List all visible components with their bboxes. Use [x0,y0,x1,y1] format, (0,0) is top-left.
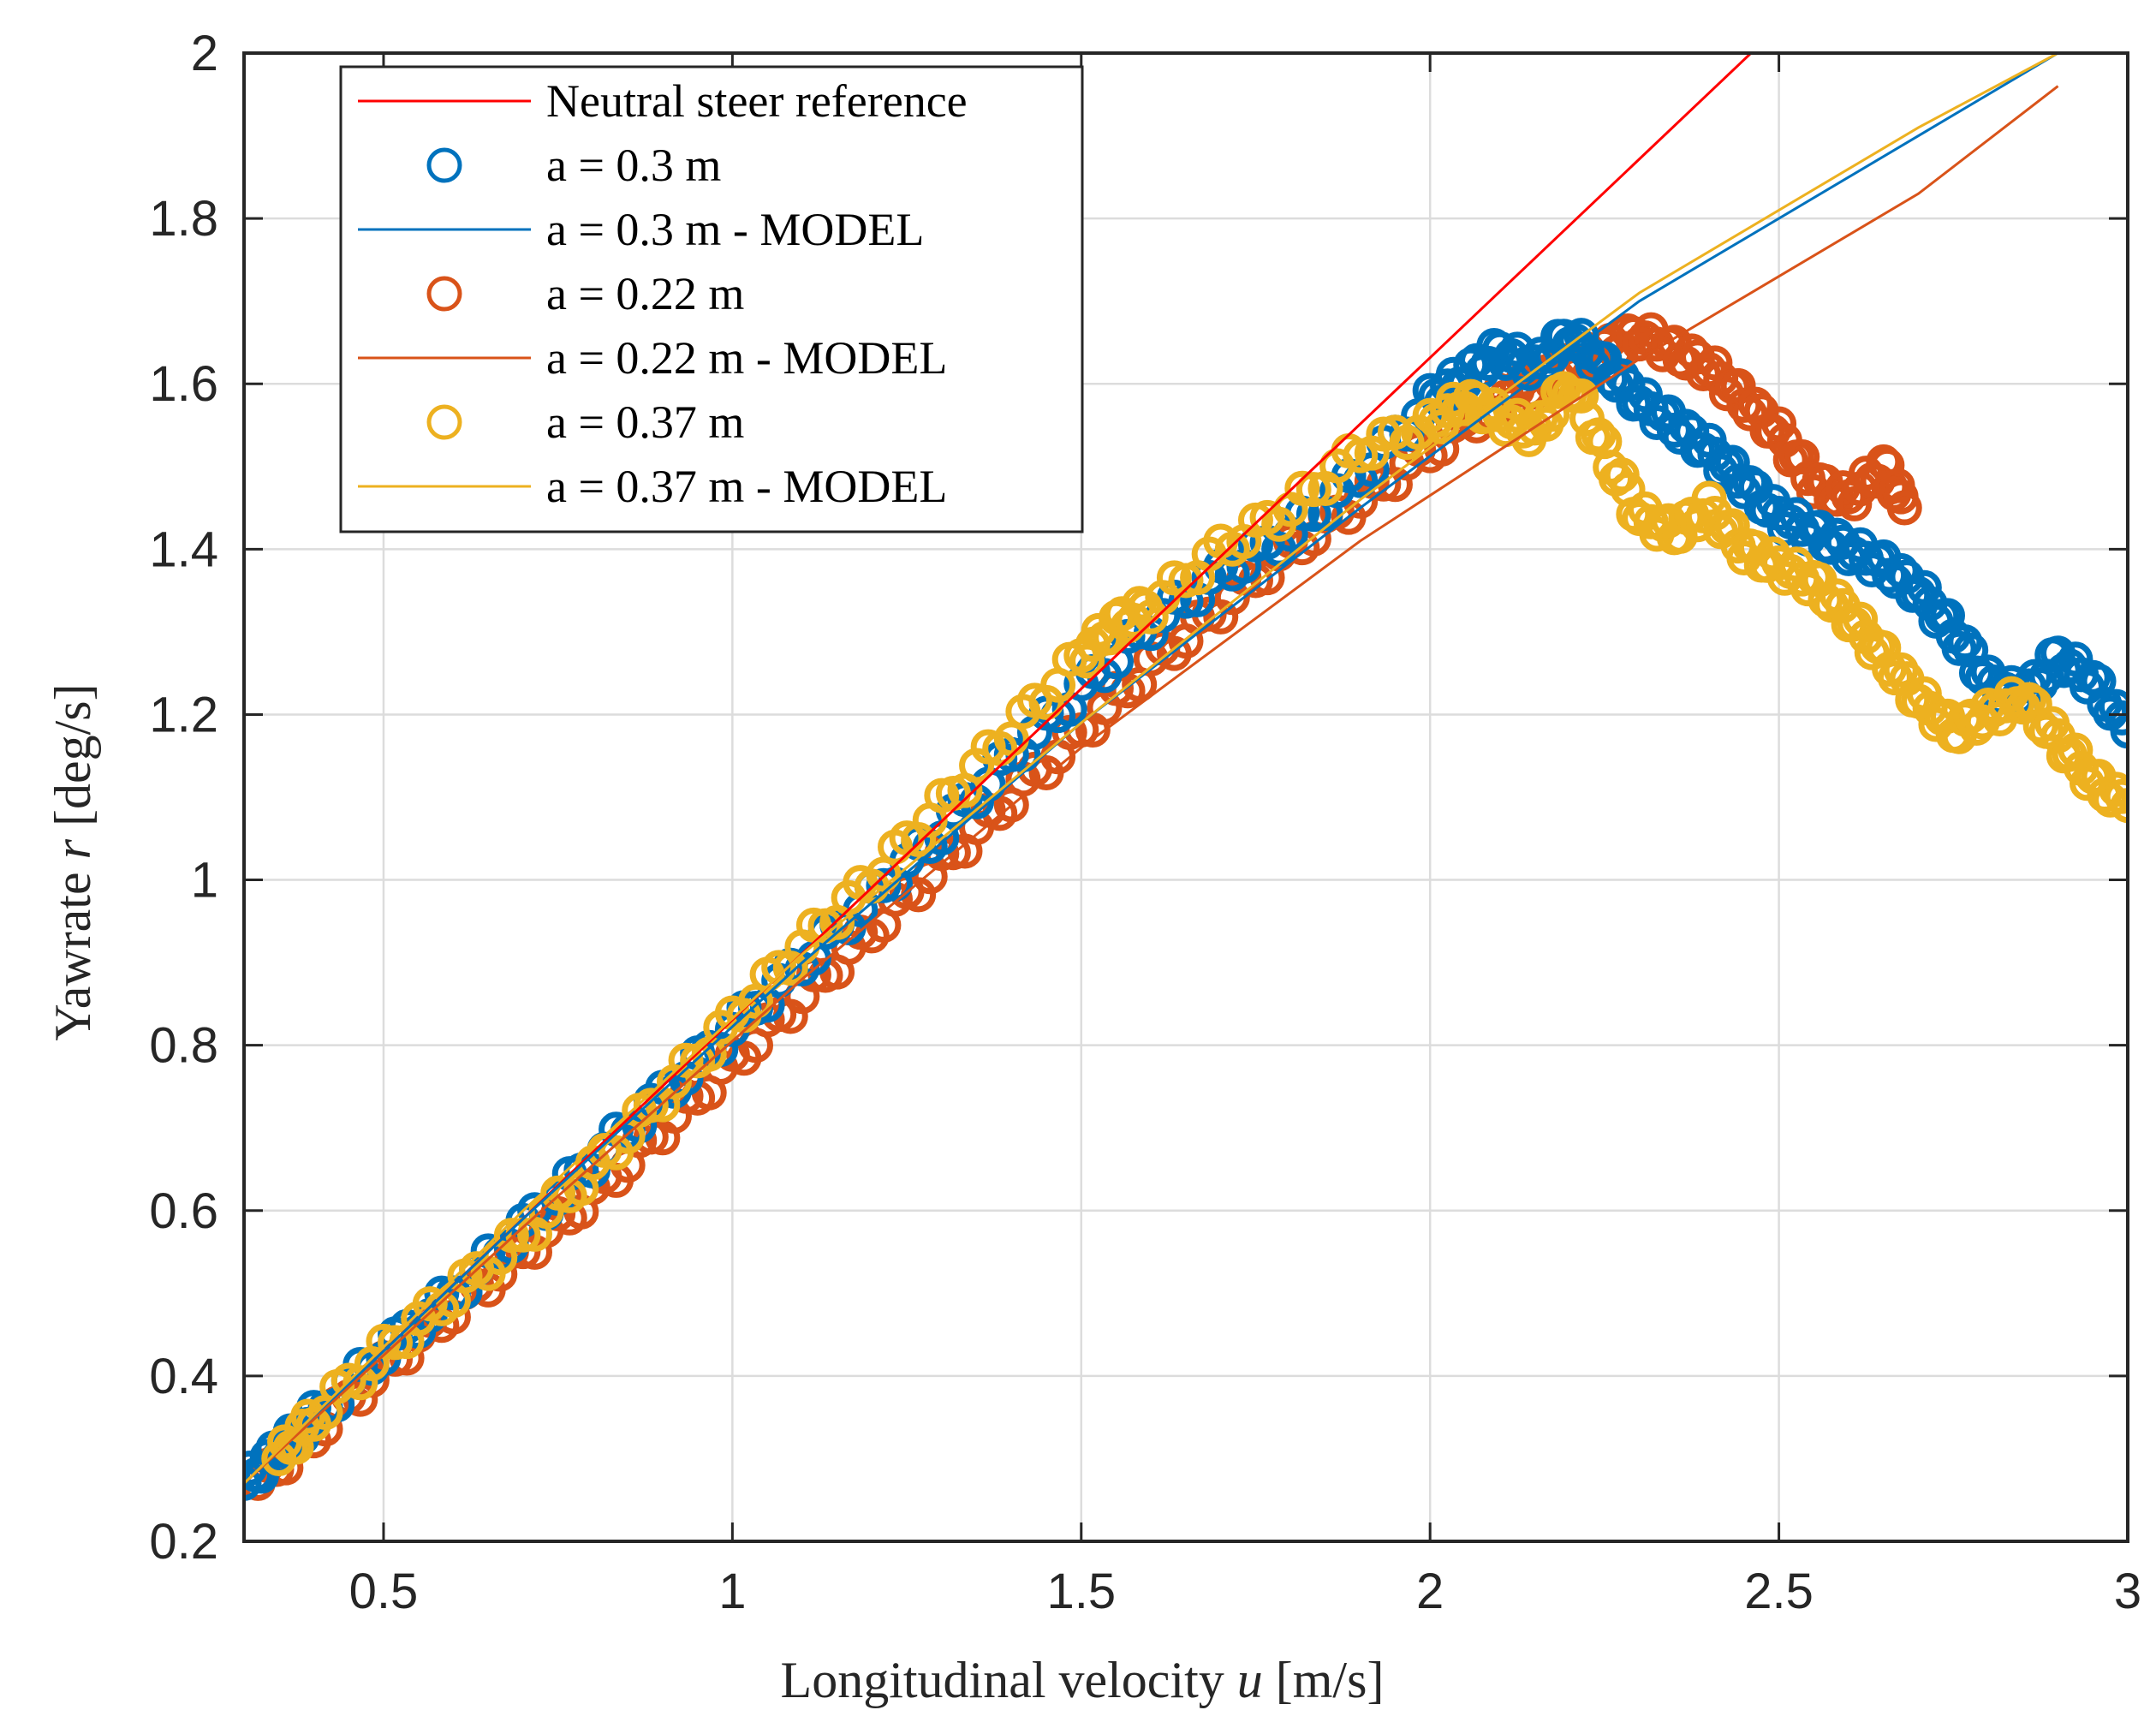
point-a-0-3-m-202 [1958,655,1994,691]
point-a-0-37-m-13 [378,1325,414,1361]
point-a-0-22-m-160 [1784,439,1820,475]
point-a-0-3-m-223 [2081,664,2117,700]
point-a-0-37-m-227 [2104,778,2128,814]
x-tick-label-4: 2.5 [1744,1564,1814,1619]
legend-entries: Neutral steer reference a = 0.3 m a = 0.3 … [358,75,968,512]
point-a-0-3-m-160 [1714,444,1750,480]
line-a-0-37-m-model [244,53,2059,1485]
point-a-0-37-m-98 [1295,472,1331,508]
y-axis-unit: [deg/s] [45,683,101,826]
line-a-0-22-m-model [244,85,2059,1485]
y-tick-label-0: 0.2 [149,1514,218,1570]
tick-labels: 0.5 1 1.5 2 2.5 3 0.2 0.4 0.6 0.8 1 1.2 1.4 1.6 1.8 2 [149,26,2141,1619]
legend-label-a-0-37-m-model: a = 0.37 m - MODEL [546,461,947,512]
y-tick-label-1: 0.4 [149,1349,218,1404]
point-a-0-37-m-38 [668,1042,704,1078]
legend-label-neutral-steer-reference: Neutral steer reference [546,75,968,127]
point-a-0-37-m-160 [1714,508,1750,544]
legend-entry-a-0-22-m-model: a = 0.22 m - MODEL [358,332,947,384]
point-a-0-37-m-46 [761,950,797,986]
point-a-0-3-m-197 [1930,598,1966,634]
line-a-0-3-m-model [244,53,2059,1485]
y-tick-label-5: 1.2 [149,687,218,742]
point-a-0-22-m-156 [1761,406,1797,442]
x-axis-label-text: Longitudinal velocity [781,1652,1224,1708]
point-a-0-37-m-228 [2110,788,2128,824]
point-a-0-37-m-134 [1563,378,1599,414]
axes-frame [242,51,2129,1543]
x-tick-label-1: 1 [718,1564,746,1619]
point-a-0-3-m-219 [2058,641,2093,677]
legend-entry-a-0-37-m: a = 0.37 m [426,396,744,448]
point-a-0-22-m-145 [1697,345,1733,381]
point-a-0-37-m-97 [1284,470,1320,506]
series-a-0-22-m-model [244,85,2059,1485]
legend: Neutral steer reference a = 0.3 m a = 0.3 … [339,65,1084,533]
legend-label-a-0-22-m-model: a = 0.22 m - MODEL [546,332,947,384]
y-tick-label-9: 2 [191,26,218,81]
point-a-0-3-m-0 [244,1465,262,1501]
x-tick-label-2: 1.5 [1046,1564,1116,1619]
series-a-0-3-m-model [244,53,2059,1485]
point-a-0-3-m-193 [1906,569,1942,605]
x-axis-variable: u [1237,1652,1263,1708]
x-tick-label-0: 0.5 [349,1564,419,1619]
legend-label-a-0-3-m: a = 0.3 m [546,140,721,191]
point-a-0-37-m-182 [1843,601,1879,637]
point-a-0-22-m-180 [1886,490,1922,526]
legend-entry-a-0-3-m-model: a = 0.3 m - MODEL [358,204,924,255]
y-tick-label-3: 0.8 [149,1018,218,1074]
y-axis-label-text: Yawrate [45,872,101,1040]
legend-label-a-0-37-m: a = 0.37 m [546,396,744,448]
legend-marker-a-0-37-m [426,404,462,440]
point-a-0-3-m-134 [1563,318,1599,354]
point-a-0-3-m-3 [244,1458,279,1494]
legend-label-a-0-22-m: a = 0.22 m [546,268,744,319]
legend-marker-a-0-3-m [426,147,462,183]
y-axis-label: Yawrate r [deg/s] [45,683,101,1040]
point-a-0-3-m-201 [1953,632,1989,668]
legend-entry-neutral-steer-reference: Neutral steer reference [358,75,968,127]
legend-entry-a-0-37-m-model: a = 0.37 m - MODEL [358,461,947,512]
x-tick-label-5: 3 [2114,1564,2141,1619]
point-a-0-37-m-186 [1866,630,1902,666]
y-tick-label-7: 1.6 [149,356,218,412]
point-a-0-37-m-219 [2058,732,2093,768]
legend-entry-a-0-3-m: a = 0.3 m [426,140,721,191]
x-axis-unit: [m/s] [1276,1652,1385,1708]
legend-marker-a-0-22-m [426,276,462,312]
point-a-0-3-m-228 [2110,713,2128,749]
y-axis-variable: r [45,838,101,859]
y-tick-label-2: 0.6 [149,1183,218,1239]
legend-label-a-0-3-m-model: a = 0.3 m - MODEL [546,204,924,255]
legend-box [339,65,1084,533]
point-a-0-3-m-227 [2104,700,2128,736]
y-tick-label-4: 1 [191,853,218,909]
y-tick-label-6: 1.4 [149,521,218,577]
x-tick-label-3: 2 [1416,1564,1444,1619]
point-a-0-37-m-137 [1581,417,1617,453]
series-a-0-37-m-model [244,53,2059,1485]
point-a-0-37-m-73 [1069,643,1105,679]
plot-series [244,53,2128,1501]
y-tick-label-8: 1.8 [149,191,218,247]
point-a-0-22-m-149 [1720,367,1756,403]
ticks [244,51,2129,1543]
point-a-0-37-m-49 [795,907,831,943]
x-axis-label: Longitudinal velocity u [m/s] [781,1652,1385,1708]
legend-entry-a-0-22-m: a = 0.22 m [426,268,744,319]
